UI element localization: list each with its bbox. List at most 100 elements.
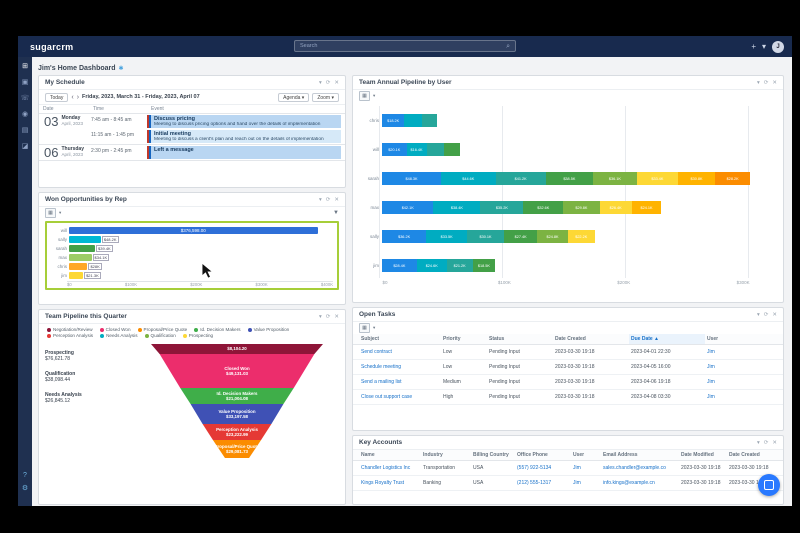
table-row[interactable]: Chandler Logistics Inc Transportation USA (… (353, 461, 783, 476)
stacked-segment[interactable]: $38.5K (545, 172, 593, 185)
collapse-icon[interactable]: ▾ (319, 313, 322, 320)
stacked-segment[interactable]: $27.4K (503, 230, 538, 243)
refresh-icon[interactable]: ⟳ (325, 313, 331, 320)
table-row[interactable]: Send contract Low Pending Input 2023-03-30 … (353, 345, 783, 360)
stacked-segment[interactable]: $21.2K (446, 259, 473, 272)
table-cell[interactable]: Chandler Logistics Inc (361, 465, 411, 471)
legend-item[interactable]: Needs Analysis (100, 333, 138, 338)
stacked-segment[interactable] (404, 114, 423, 127)
table-cell[interactable]: Jim (707, 364, 715, 370)
create-plus-icon[interactable]: + (751, 42, 756, 51)
collapse-icon[interactable]: ▾ (319, 79, 322, 86)
stacked-segment[interactable]: $28.4K (382, 259, 417, 272)
table-cell[interactable]: info.kings@example.cn (603, 480, 655, 486)
sugarcrm-logo[interactable]: sugarcrm (30, 41, 74, 52)
stacked-segment[interactable]: $24.6K (416, 259, 447, 272)
close-icon[interactable]: ✕ (334, 313, 339, 320)
table-row[interactable]: Close out support case High Pending Input 2… (353, 390, 783, 405)
caret-down-icon[interactable]: ▾ (59, 210, 62, 215)
column-header[interactable]: User (573, 452, 585, 458)
funnel-segment[interactable]: Closed Won $49,131.03 (159, 354, 315, 388)
funnel-segment[interactable]: Proposal/Price Quote $29,081.73 (212, 440, 262, 458)
column-header[interactable]: User (707, 336, 719, 342)
column-header[interactable]: Name (361, 452, 375, 458)
sidebar-item-dashboard-icon[interactable]: ⊞ (22, 63, 28, 70)
legend-item[interactable]: Prospecting (182, 333, 213, 338)
table-cell[interactable]: (557) 922-5134 (517, 465, 552, 471)
column-header[interactable]: Priority (443, 336, 461, 342)
stacked-segment[interactable]: $24.1K (631, 201, 662, 214)
bar-sarah[interactable] (69, 245, 96, 252)
table-cell[interactable]: (212) 555-1317 (517, 480, 552, 486)
bar-will[interactable]: $376,598.00 (69, 227, 318, 234)
filter-funnel-icon[interactable]: ▼ (333, 210, 339, 216)
stacked-segment[interactable]: $22.2K (567, 230, 595, 243)
stacked-segment[interactable] (422, 114, 438, 127)
stacked-segment[interactable]: $33.4K (636, 172, 678, 185)
close-icon[interactable]: ✕ (334, 79, 339, 86)
won-opps-chart[interactable]: will $376,598.00 sally $48.2K sarah $39.4… (45, 221, 339, 290)
close-icon[interactable]: ✕ (772, 439, 777, 446)
column-header[interactable]: Date Modified (681, 452, 714, 458)
column-header[interactable]: Industry (423, 452, 443, 458)
table-cell[interactable]: Jim (573, 480, 581, 486)
stacked-segment[interactable]: $29.8K (563, 201, 600, 214)
legend-item[interactable]: Id. Decision Makers (194, 327, 241, 332)
stacked-segment[interactable]: $24.8K (537, 230, 568, 243)
bar-chris[interactable] (69, 263, 88, 270)
avatar[interactable]: J (772, 40, 784, 53)
bar-sally[interactable] (69, 236, 101, 243)
sidebar-item-reports-icon[interactable]: ◪ (21, 143, 29, 150)
calendar-event[interactable]: Discuss pricing Meeting to discuss prici… (147, 115, 341, 128)
stacked-segment[interactable]: $18.2K (382, 114, 405, 127)
funnel-segment[interactable]: Perception Analysis $23,222.99 (202, 424, 272, 440)
stacked-segment[interactable] (426, 143, 444, 156)
column-header[interactable]: Due Date ▲ (629, 334, 705, 344)
refresh-icon[interactable]: ⟳ (325, 196, 331, 203)
refresh-icon[interactable]: ⟳ (763, 79, 769, 86)
column-header[interactable]: Email Address (603, 452, 638, 458)
bar-max[interactable] (69, 254, 92, 261)
stacked-segment[interactable]: $30.1K (467, 230, 504, 243)
table-cell[interactable]: sales.chandler@example.co (603, 465, 666, 471)
table-cell[interactable]: Schedule meeting (361, 364, 402, 370)
zoom-select[interactable]: Zoom ▾ (312, 92, 339, 102)
table-cell[interactable]: Send contract (361, 349, 392, 355)
column-header[interactable]: Status (489, 336, 505, 342)
caret-down-icon[interactable]: ▾ (761, 42, 766, 51)
sidebar-item-opportunities-icon[interactable]: ▤ (21, 127, 29, 134)
chart-type-icon[interactable]: ▦ (359, 91, 370, 101)
stacked-segment[interactable]: $36.2K (382, 230, 427, 243)
caret-down-icon[interactable]: ▾ (373, 325, 376, 330)
collapse-icon[interactable]: ▾ (319, 196, 322, 203)
legend-item[interactable]: Perception Analysis (47, 333, 93, 338)
stacked-segment[interactable]: $35.2K (480, 201, 524, 214)
collapse-icon[interactable]: ▾ (757, 311, 760, 318)
close-icon[interactable]: ✕ (334, 196, 339, 203)
stacked-segment[interactable]: $44.6K (441, 172, 496, 185)
stacked-segment[interactable]: $26.4K (599, 201, 632, 214)
calendar-event[interactable]: Initial meeting Meeting to discuss a cli… (147, 130, 341, 143)
refresh-icon[interactable]: ⟳ (763, 439, 769, 446)
next-icon[interactable]: › (76, 93, 80, 101)
legend-item[interactable]: Closed Won (99, 327, 131, 332)
stacked-segment[interactable]: $33.5K (426, 230, 468, 243)
sidebar-item-calls-icon[interactable]: ☏ (20, 95, 30, 102)
funnel-segment[interactable]: Id. Decision Makers $21,004.08 (180, 388, 294, 404)
calendar-event[interactable]: Left a message (147, 146, 341, 159)
list-filter-icon[interactable]: ▦ (359, 323, 370, 333)
sidebar-item-accounts-icon[interactable]: ▣ (21, 79, 29, 86)
column-header[interactable]: Office Phone (517, 452, 548, 458)
sidebar-settings-icon[interactable]: ⚙ (21, 485, 29, 492)
close-icon[interactable]: ✕ (772, 311, 777, 318)
table-cell[interactable]: Close out support case (361, 394, 413, 400)
legend-item[interactable]: Negotiation/Review (47, 327, 93, 332)
table-cell[interactable]: Kings Royalty Trust (361, 480, 405, 486)
stacked-segment[interactable]: $16.4K (406, 143, 427, 156)
caret-down-icon[interactable]: ▾ (373, 93, 376, 98)
stacked-segment[interactable]: $18.5K (472, 259, 496, 272)
table-cell[interactable]: Jim (707, 349, 715, 355)
stacked-segment[interactable]: $28.2K (715, 172, 750, 185)
column-header[interactable]: Billing Country (473, 452, 509, 458)
stacked-segment[interactable]: $38.4K (433, 201, 481, 214)
